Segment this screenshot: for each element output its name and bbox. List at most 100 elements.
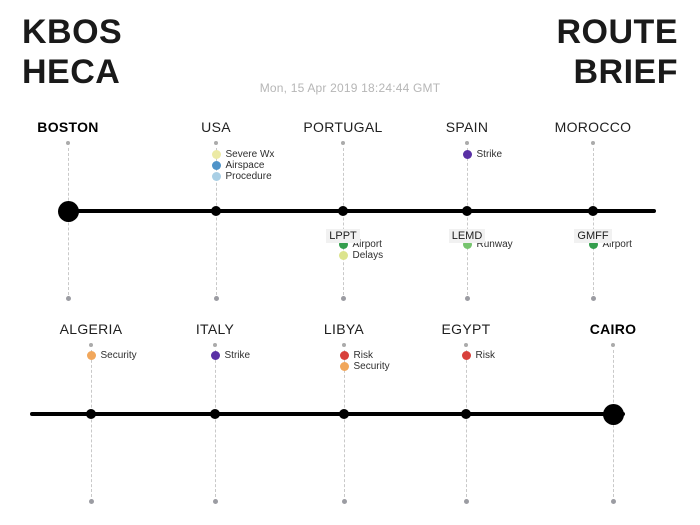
station-marker xyxy=(462,206,472,216)
country-label-boston: BOSTON xyxy=(37,119,99,135)
guide-line xyxy=(343,148,344,295)
guide-dot-bottom xyxy=(88,498,94,504)
page-title-line2: BRIEF xyxy=(573,53,678,91)
alert-label: Delays xyxy=(352,250,384,261)
guide-dot-top xyxy=(66,141,70,145)
alert-label: Airport xyxy=(602,239,632,250)
station-marker xyxy=(338,206,348,216)
alert-label: Severe Wx xyxy=(225,149,275,160)
alert-label: Security xyxy=(100,350,137,361)
alerts-below: Runway xyxy=(462,239,513,250)
alerts-below: Airport xyxy=(588,239,632,250)
guide-dot-bottom xyxy=(65,295,71,301)
alert-dot xyxy=(338,251,348,260)
guide-dot-bottom xyxy=(213,295,219,301)
alert-dot xyxy=(211,172,221,181)
station-marker xyxy=(588,206,598,216)
alert-dot xyxy=(462,240,472,249)
station-marker xyxy=(86,409,96,419)
alert-label: Security xyxy=(353,361,390,372)
alert-item: Strike xyxy=(462,149,503,160)
station-marker xyxy=(461,409,471,419)
airport-code-chip: GMFF xyxy=(574,229,612,243)
station-marker xyxy=(339,409,349,419)
alert-item: Security xyxy=(86,350,137,361)
alert-item: Runway xyxy=(462,239,513,250)
alert-label: Risk xyxy=(475,350,495,361)
alerts-above: Risk Security xyxy=(339,350,390,372)
alerts-above: Severe Wx Airspace Procedure xyxy=(211,149,275,182)
guide-dot-top xyxy=(465,141,469,145)
alert-dot xyxy=(210,351,220,360)
timeline-line xyxy=(30,412,625,416)
country-label-libya: LIBYA xyxy=(323,321,365,337)
guide-dot-bottom xyxy=(463,498,469,504)
guide-dot-bottom xyxy=(341,498,347,504)
guide-dot-bottom xyxy=(340,295,346,301)
airport-code-wrap: LEMD xyxy=(407,226,527,244)
arrival-code: HECA xyxy=(22,53,121,91)
alert-dot xyxy=(588,240,598,249)
country-label-algeria: ALGERIA xyxy=(59,321,123,337)
alert-item: Risk xyxy=(339,350,390,361)
alert-dot xyxy=(339,351,349,360)
guide-dot-top xyxy=(591,141,595,145)
guide-dot-top xyxy=(341,141,345,145)
alerts-above: Strike xyxy=(462,149,503,160)
terminal-station-marker xyxy=(602,403,624,425)
guide-line xyxy=(466,350,467,497)
alert-item: Security xyxy=(339,361,390,372)
alert-item: Airspace xyxy=(211,160,275,171)
alert-item: Delays xyxy=(338,250,384,261)
page-title: ROUTE BRIEF xyxy=(557,12,679,92)
country-label-cairo: CAIRO xyxy=(589,321,637,337)
terminal-station-marker xyxy=(57,200,79,222)
alert-label: Strike xyxy=(224,350,251,361)
country-label-usa: USA xyxy=(201,119,231,135)
alert-dot xyxy=(461,351,471,360)
alert-dot xyxy=(211,150,221,159)
country-label-italy: ITALY xyxy=(195,321,235,337)
guide-line xyxy=(68,148,69,295)
alert-label: Strike xyxy=(476,149,503,160)
country-label-egypt: EGYPT xyxy=(441,321,491,337)
guide-dot-top xyxy=(611,343,615,347)
guide-line xyxy=(593,148,594,295)
guide-dot-bottom xyxy=(212,498,218,504)
alerts-below: Airport Delays xyxy=(338,239,384,261)
alert-dot xyxy=(86,351,96,360)
alert-dot xyxy=(211,161,221,170)
alerts-above: Security xyxy=(86,350,137,361)
alert-item: Airport xyxy=(338,239,384,250)
departure-code: KBOS xyxy=(22,13,123,51)
station-marker xyxy=(211,206,221,216)
guide-dot-top xyxy=(89,343,93,347)
airport-code-chip: LPPT xyxy=(326,229,360,243)
alert-label: Runway xyxy=(476,239,513,250)
alert-dot xyxy=(338,240,348,249)
alert-item: Strike xyxy=(210,350,251,361)
country-label-spain: SPAIN xyxy=(445,119,489,135)
guide-dot-bottom xyxy=(590,295,596,301)
airport-code-wrap: GMFF xyxy=(533,226,653,244)
guide-line xyxy=(344,350,345,497)
country-label-morocco: MOROCCO xyxy=(554,119,632,135)
alert-item: Severe Wx xyxy=(211,149,275,160)
station-marker xyxy=(210,409,220,419)
timestamp: Mon, 15 Apr 2019 18:24:44 GMT xyxy=(259,81,441,95)
alert-item: Risk xyxy=(461,350,495,361)
guide-dot-top xyxy=(464,343,468,347)
guide-line xyxy=(216,148,217,295)
route-codes-title: KBOS HECA xyxy=(22,12,122,92)
alert-label: Airport xyxy=(352,239,382,250)
guide-line xyxy=(467,148,468,295)
guide-dot-bottom xyxy=(610,498,616,504)
alert-label: Procedure xyxy=(225,171,272,182)
guide-dot-top xyxy=(342,343,346,347)
alert-dot xyxy=(462,150,472,159)
alerts-above: Strike xyxy=(210,350,251,361)
guide-line xyxy=(91,350,92,497)
alert-dot xyxy=(339,362,349,371)
alert-item: Airport xyxy=(588,239,632,250)
